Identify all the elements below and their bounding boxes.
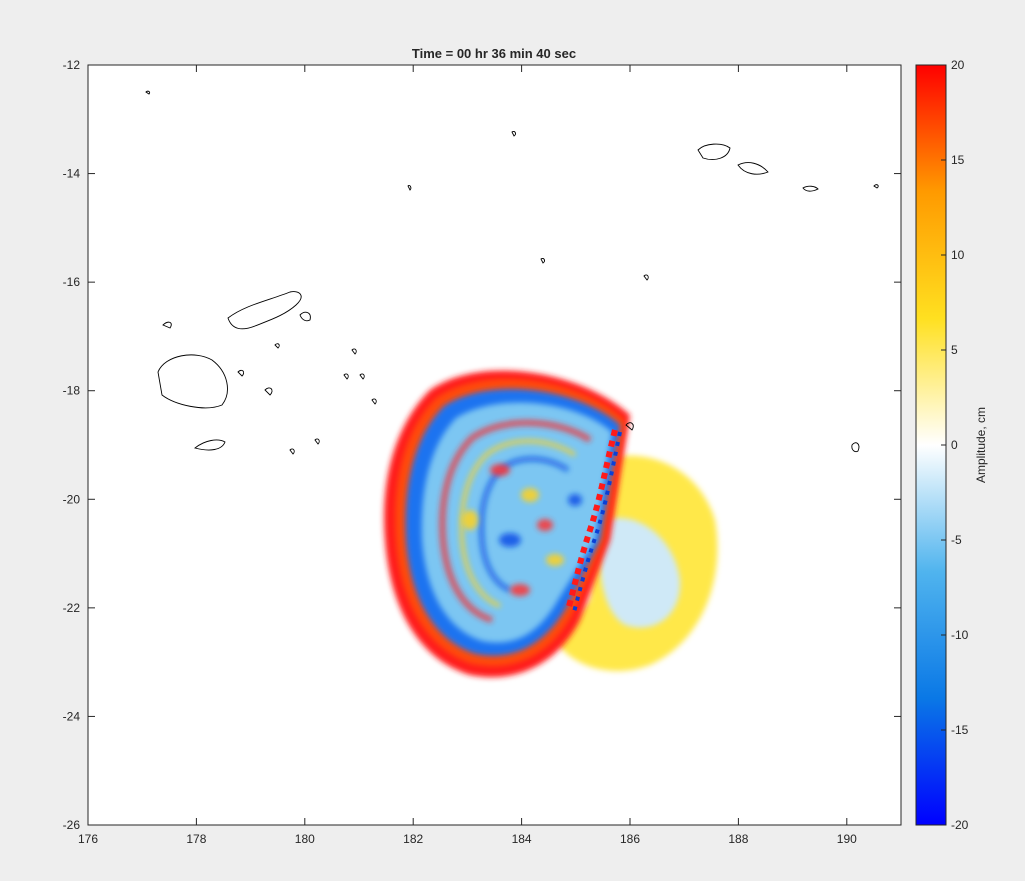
x-tick-label: 186 (620, 832, 640, 846)
island-vanua-levu (227, 291, 302, 330)
island-lau-4 (359, 373, 365, 380)
island-kadavu (194, 439, 226, 451)
island-lau-1 (343, 373, 349, 380)
island-viti-levu (157, 354, 228, 409)
y-tick-label: -26 (63, 818, 81, 832)
y-tick-label: -14 (63, 167, 81, 181)
x-tick-label: 182 (403, 832, 423, 846)
island-niue (851, 442, 860, 453)
east-negative-patch (600, 518, 681, 628)
colorbar-ticks: 20 15 10 5 0 -5 -10 -15 -20 (941, 58, 969, 832)
y-tick-label: -24 (63, 709, 81, 723)
island-wallis (407, 185, 412, 191)
island-tutuila (802, 185, 819, 192)
y-tick-label: -20 (63, 492, 81, 506)
island-small-fiji-2 (237, 369, 245, 377)
island-niuafoou (511, 131, 516, 137)
island-lau-5 (314, 438, 320, 445)
colorbar-tick-label: 20 (951, 58, 965, 72)
island-manua (873, 184, 879, 189)
y-tick-label: -12 (63, 58, 81, 72)
island-tafahi (540, 258, 545, 264)
island-lau-2 (351, 348, 357, 355)
y-tick-label: -18 (63, 384, 81, 398)
inner-blue-ring (479, 456, 570, 593)
island-small-fiji-4 (274, 343, 280, 349)
inner-red-ring (439, 419, 592, 623)
source-zone-streak-blue (572, 431, 622, 613)
wave-field (384, 370, 718, 678)
colorbar-tick-label: 15 (951, 153, 965, 167)
island-niuatoputapu (643, 274, 649, 281)
x-tick-label: 184 (512, 832, 532, 846)
coastlines (145, 90, 879, 455)
x-tick-label: 176 (78, 832, 98, 846)
colorbar-tick-label: -15 (951, 723, 969, 737)
y-tick-label: -16 (63, 275, 81, 289)
x-tick-label: 180 (295, 832, 315, 846)
island-upolu (697, 143, 731, 160)
island-small-fiji-3 (264, 387, 273, 396)
island-rotuma (145, 90, 151, 95)
colorbar-label: Amplitude, cm (974, 407, 988, 483)
island-savaii (737, 162, 769, 175)
colorbar-tick-label: -5 (951, 533, 962, 547)
island-lau-6 (289, 448, 295, 455)
x-axis: 176 178 180 182 184 186 188 190 (78, 65, 857, 846)
x-tick-label: 178 (186, 832, 206, 846)
x-tick-label: 190 (837, 832, 857, 846)
inner-wave-field (421, 402, 612, 643)
x-tick-label: 188 (728, 832, 748, 846)
wave-cells (462, 464, 582, 596)
y-axis: -12 -14 -16 -18 -20 -22 -24 -26 (63, 58, 901, 832)
chart-title: Time = 00 hr 36 min 40 sec (412, 46, 576, 61)
island-tonga-north (625, 422, 634, 431)
colorbar-tick-label: 5 (951, 343, 958, 357)
colorbar-tick-label: 10 (951, 248, 965, 262)
island-small-fiji-1 (162, 321, 172, 329)
source-zone-streak (565, 429, 618, 611)
colorbar-tick-label: 0 (951, 438, 958, 452)
colorbar-tick-label: -10 (951, 628, 969, 642)
colorbar (915, 64, 947, 826)
island-taveuni (299, 311, 311, 322)
colorbar-tick-label: -20 (951, 818, 969, 832)
island-lau-3 (371, 398, 377, 405)
y-tick-label: -22 (63, 601, 81, 615)
inner-yellow-ring (459, 439, 577, 608)
